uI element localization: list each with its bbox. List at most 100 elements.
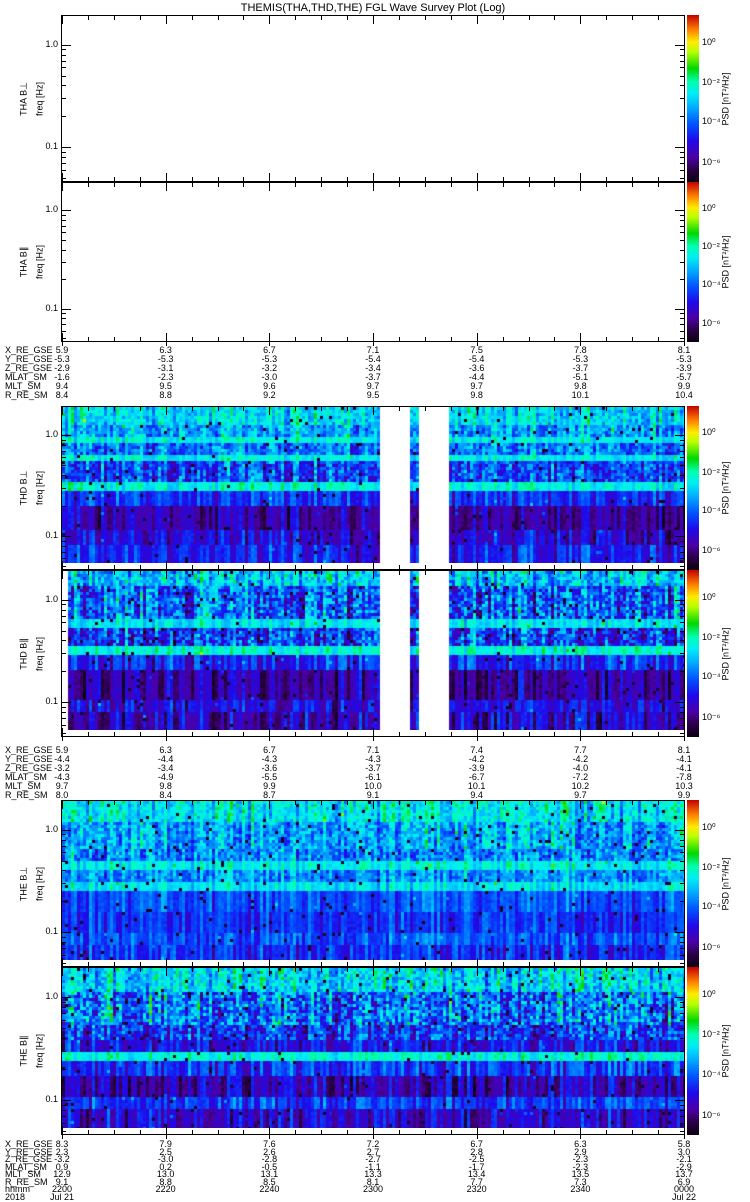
x-minor-tick bbox=[529, 183, 530, 187]
ephemeris-value: 3.0 bbox=[677, 1146, 691, 1157]
ephemeris-value: 9.7 bbox=[366, 381, 380, 391]
x-major-tick bbox=[477, 968, 478, 976]
y-minor-tick bbox=[680, 240, 684, 241]
x-minor-tick bbox=[425, 1130, 426, 1134]
freq-axis-label: freq [Hz] bbox=[34, 636, 45, 671]
x-minor-tick bbox=[529, 571, 530, 575]
ephemeris-value: -2.3 bbox=[572, 1154, 589, 1164]
y-minor-tick bbox=[62, 552, 66, 553]
x-major-tick bbox=[166, 1126, 167, 1134]
x-minor-tick bbox=[658, 337, 659, 341]
ephemeris-value: 9.8 bbox=[574, 381, 587, 391]
ephemeris-value: 7.2 bbox=[366, 1139, 380, 1149]
y-major-tick bbox=[62, 210, 71, 211]
x-major-tick bbox=[269, 968, 270, 976]
y-minor-tick bbox=[680, 604, 684, 605]
ephemeris-value: -5.3 bbox=[676, 354, 692, 364]
y-minor-tick bbox=[62, 440, 66, 441]
x-major-tick bbox=[684, 801, 685, 809]
y-minor-tick bbox=[680, 262, 684, 263]
x-minor-tick bbox=[192, 571, 193, 575]
x-minor-tick bbox=[529, 962, 530, 966]
y-minor-tick bbox=[680, 1020, 684, 1021]
y-minor-tick bbox=[680, 1131, 684, 1132]
ephemeris-value: 5.9 bbox=[55, 345, 69, 355]
y-minor-tick bbox=[62, 250, 66, 251]
y-tick-label: 0.1 bbox=[45, 1094, 58, 1104]
x-major-tick bbox=[62, 801, 63, 809]
panel-tha-b⊥ bbox=[61, 15, 685, 182]
colorbar-tick-label: 10⁻⁶ bbox=[702, 317, 721, 328]
ephemeris-row-label: X_RE_GSE bbox=[5, 745, 53, 755]
y-minor-tick bbox=[680, 163, 684, 164]
y-minor-tick bbox=[680, 220, 684, 221]
x-minor-tick bbox=[606, 962, 607, 966]
x-minor-tick bbox=[399, 962, 400, 966]
colorbar-tick-label: 10⁰ bbox=[702, 821, 716, 832]
y-minor-tick bbox=[62, 640, 66, 641]
x-major-tick bbox=[373, 16, 374, 24]
y-minor-tick bbox=[62, 1038, 66, 1039]
x-minor-tick bbox=[399, 183, 400, 187]
x-minor-tick bbox=[295, 801, 296, 805]
x-major-tick bbox=[373, 173, 374, 181]
x-minor-tick bbox=[140, 732, 141, 736]
colorbar bbox=[687, 570, 699, 737]
colorbar-tick-label: 10⁻² bbox=[702, 1029, 720, 1040]
ephemeris-value: 2.8 bbox=[470, 1146, 483, 1157]
colorbar-tick-label: 10⁻⁶ bbox=[702, 545, 721, 556]
x-minor-tick bbox=[503, 183, 504, 187]
y-minor-tick bbox=[680, 85, 684, 86]
ephemeris-value: 13.0 bbox=[156, 1169, 175, 1179]
x-minor-tick bbox=[554, 962, 555, 966]
x-minor-tick bbox=[554, 732, 555, 736]
x-major-tick bbox=[373, 407, 374, 415]
x-minor-tick bbox=[88, 571, 89, 575]
ephemeris-value: 2.5 bbox=[159, 1146, 172, 1157]
x-minor-tick bbox=[632, 565, 633, 569]
x-minor-tick bbox=[243, 732, 244, 736]
y-major-tick bbox=[675, 45, 684, 46]
ephemeris-value: -5.3 bbox=[261, 354, 278, 364]
x-minor-tick bbox=[347, 16, 348, 20]
y-minor-tick bbox=[62, 475, 66, 476]
x-major-tick bbox=[580, 958, 581, 966]
x-minor-tick bbox=[632, 801, 633, 805]
ephemeris-row-label: R_RE_SM bbox=[5, 1176, 48, 1187]
x-minor-tick bbox=[658, 732, 659, 736]
x-minor-tick bbox=[529, 337, 530, 341]
ephemeris-value: -4.1 bbox=[676, 754, 692, 764]
x-minor-tick bbox=[632, 962, 633, 966]
x-minor-tick bbox=[243, 337, 244, 341]
x-minor-tick bbox=[218, 571, 219, 575]
y-minor-tick bbox=[680, 870, 684, 871]
y-minor-tick bbox=[62, 178, 66, 179]
y-minor-tick bbox=[62, 324, 66, 325]
y-minor-tick bbox=[680, 488, 684, 489]
x-minor-tick bbox=[140, 177, 141, 181]
x-minor-tick bbox=[192, 1130, 193, 1134]
y-minor-tick bbox=[62, 901, 66, 902]
x-minor-tick bbox=[114, 968, 115, 972]
ephemeris-value: 9.8 bbox=[159, 781, 172, 791]
y-major-tick bbox=[62, 45, 71, 46]
y-minor-tick bbox=[62, 1002, 66, 1003]
x-minor-tick bbox=[606, 968, 607, 972]
x-major-tick bbox=[477, 958, 478, 966]
ephemeris-value: 8.1 bbox=[677, 745, 691, 755]
x-major-tick bbox=[62, 407, 63, 415]
x-outward-tick bbox=[373, 1135, 374, 1139]
y-minor-tick bbox=[62, 942, 66, 943]
x-outward-tick bbox=[580, 342, 581, 346]
ephemeris-value: 10.1 bbox=[467, 781, 486, 791]
x-minor-tick bbox=[503, 565, 504, 569]
ephemeris-value: 2.9 bbox=[574, 1146, 587, 1157]
ephemeris-row-label: MLT_SM bbox=[5, 1169, 41, 1179]
y-major-tick bbox=[675, 702, 684, 703]
y-minor-tick bbox=[62, 718, 66, 719]
x-major-tick bbox=[166, 968, 167, 976]
colorbar-axis-label: PSD [nT²/Hz] bbox=[720, 461, 731, 515]
y-minor-tick bbox=[62, 226, 66, 227]
x-minor-tick bbox=[347, 337, 348, 341]
x-outward-tick bbox=[269, 737, 270, 741]
